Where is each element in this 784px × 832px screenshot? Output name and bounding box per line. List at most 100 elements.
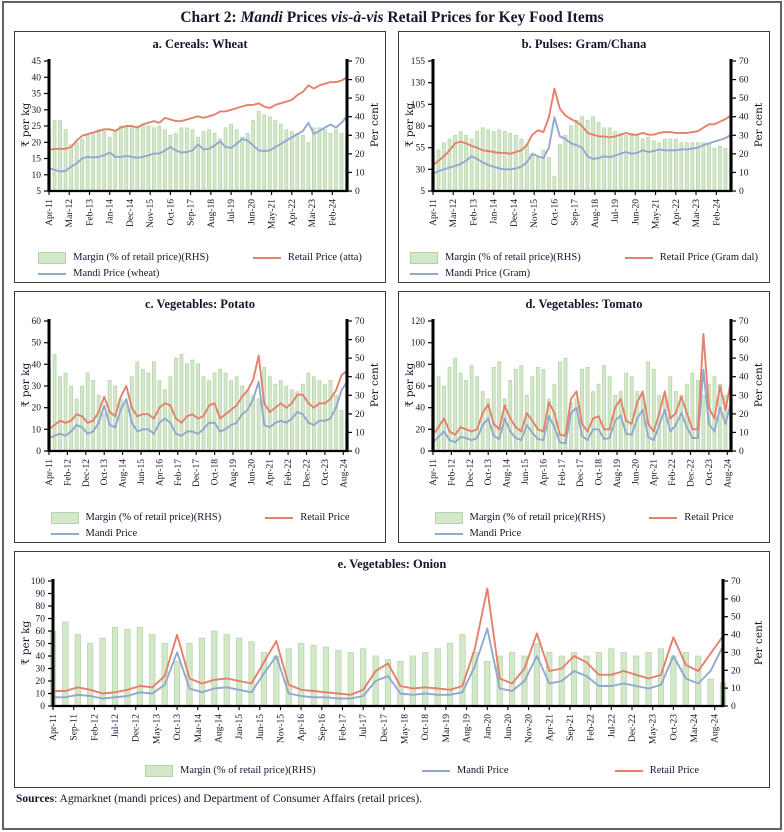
svg-text:Jun-20: Jun-20 <box>247 199 257 225</box>
svg-text:50: 50 <box>36 640 46 650</box>
svg-text:Dec-12: Dec-12 <box>132 714 142 742</box>
legend-label-mandi: Mandi Price <box>469 528 522 539</box>
svg-text:Jan-14: Jan-14 <box>106 199 116 225</box>
panel-onion: e. Vegetables: Onion ₹ per kg Per cent 0… <box>14 551 770 788</box>
retail-line-swatch <box>614 770 643 772</box>
svg-text:10: 10 <box>36 690 46 700</box>
svg-text:May-21: May-21 <box>268 199 278 229</box>
svg-text:Apr-16: Apr-16 <box>155 459 165 486</box>
svg-text:Jun-15: Jun-15 <box>256 714 266 740</box>
svg-text:Dec-14: Dec-14 <box>510 199 520 227</box>
svg-text:Jun-20: Jun-20 <box>631 459 641 485</box>
legend-label-retail: Retail Price (atta) <box>287 252 362 263</box>
legend-label-margin: Margin (% of retail price)(RHS) <box>445 252 581 263</box>
svg-text:80: 80 <box>416 122 426 132</box>
svg-text:30: 30 <box>739 391 749 401</box>
svg-text:Apr-21: Apr-21 <box>266 459 276 486</box>
svg-text:Jun-20: Jun-20 <box>631 199 641 225</box>
svg-text:Feb-22: Feb-22 <box>284 459 294 486</box>
panel-potato: c. Vegetables: Potato ₹ per kg Per cent … <box>14 291 386 543</box>
svg-text:35: 35 <box>32 90 42 100</box>
svg-text:Oct-16: Oct-16 <box>550 199 560 226</box>
svg-text:Mar-19: Mar-19 <box>442 714 452 743</box>
svg-text:30: 30 <box>36 665 46 675</box>
svg-text:50: 50 <box>355 94 365 104</box>
svg-text:40: 40 <box>32 73 42 83</box>
svg-text:130: 130 <box>411 79 426 89</box>
svg-text:Mar-12: Mar-12 <box>65 199 75 228</box>
svg-text:10: 10 <box>32 171 42 181</box>
svg-text:40: 40 <box>32 360 42 370</box>
svg-text:Aug-24: Aug-24 <box>711 714 721 743</box>
retail-line-swatch <box>252 257 281 259</box>
svg-text:Aug-18: Aug-18 <box>591 199 601 228</box>
svg-text:Jun-20: Jun-20 <box>504 714 514 740</box>
svg-text:Aug-19: Aug-19 <box>229 459 239 488</box>
svg-text:Aug-24: Aug-24 <box>339 459 349 488</box>
svg-text:Apr-11: Apr-11 <box>429 459 439 486</box>
y-axis-label-right: Per cent <box>753 363 765 408</box>
y-axis-label-left: ₹ per kg <box>20 362 32 408</box>
svg-text:Jan-20: Jan-20 <box>483 714 493 740</box>
svg-text:May-18: May-18 <box>401 714 411 744</box>
legend-label-margin: Margin (% of retail price)(RHS) <box>469 512 606 523</box>
svg-text:10: 10 <box>355 168 365 178</box>
y-axis-label-left: ₹ per kg <box>404 362 416 408</box>
svg-text:10: 10 <box>355 428 365 438</box>
svg-text:Nov-20: Nov-20 <box>525 714 535 743</box>
svg-text:20: 20 <box>32 138 42 148</box>
legend-tomato: Margin (% of retail price)(RHS) Mandi Pr… <box>399 510 769 542</box>
svg-text:Apr-11: Apr-11 <box>45 459 55 486</box>
svg-text:Apr-22: Apr-22 <box>672 199 682 226</box>
svg-text:May-21: May-21 <box>652 199 662 229</box>
svg-text:Apr-11: Apr-11 <box>429 199 439 226</box>
title-part: Retail Prices for Key Food Items <box>383 9 604 26</box>
svg-text:90: 90 <box>36 590 46 600</box>
legend-onion: Margin (% of retail price)(RHS) Mandi Pr… <box>15 763 769 779</box>
mandi-line-swatch <box>50 533 79 535</box>
svg-text:60: 60 <box>416 382 426 392</box>
svg-text:100: 100 <box>31 577 46 587</box>
svg-text:30: 30 <box>32 382 42 392</box>
svg-text:Apr-22: Apr-22 <box>288 199 298 226</box>
svg-text:Apr-21: Apr-21 <box>545 714 555 741</box>
panel-gram: b. Pulses: Gram/Chana ₹ per kg Per cent … <box>398 31 770 283</box>
legend-gram: Margin (% of retail price)(RHS) Mandi Pr… <box>399 250 769 282</box>
legend-label-margin: Margin (% of retail price)(RHS) <box>85 512 222 523</box>
gram-chart: 5 30 55 80 105 130 155 0 10 20 30 40 50 60 70 Apr-11 Mar… <box>411 57 749 229</box>
svg-text:40: 40 <box>355 113 365 123</box>
svg-text:0: 0 <box>420 447 425 457</box>
y-axis-label-right: Per cent <box>753 620 765 665</box>
y-axis-label-left: ₹ per kg <box>20 620 32 665</box>
svg-text:Jan-15: Jan-15 <box>235 714 245 740</box>
svg-text:0: 0 <box>40 702 45 712</box>
panel-title-onion: e. Vegetables: Onion <box>337 557 447 571</box>
svg-text:Dec-17: Dec-17 <box>380 714 390 742</box>
svg-text:Feb-12: Feb-12 <box>63 459 73 486</box>
svg-text:50: 50 <box>355 354 365 364</box>
svg-text:0: 0 <box>355 447 360 457</box>
margin-swatch <box>145 765 173 777</box>
svg-text:40: 40 <box>739 373 749 383</box>
svg-text:55: 55 <box>416 144 426 154</box>
svg-text:Feb-24: Feb-24 <box>328 199 338 226</box>
svg-text:25: 25 <box>32 122 42 132</box>
row-top: a. Cereals: Wheat ₹ per kg Per cent 5 10 1… <box>14 31 770 283</box>
panel-title-potato: c. Vegetables: Potato <box>144 297 256 311</box>
svg-text:5: 5 <box>420 187 425 197</box>
mandi-line-swatch <box>421 770 450 772</box>
svg-text:60: 60 <box>36 627 46 637</box>
svg-text:Oct-18: Oct-18 <box>595 459 605 486</box>
svg-text:Oct-18: Oct-18 <box>421 714 431 741</box>
svg-text:20: 20 <box>355 410 365 420</box>
svg-text:Oct-13: Oct-13 <box>173 714 183 741</box>
row-middle: c. Vegetables: Potato ₹ per kg Per cent … <box>14 291 770 543</box>
svg-text:Feb-17: Feb-17 <box>174 459 184 486</box>
svg-text:Nov-15: Nov-15 <box>530 199 540 228</box>
svg-text:50: 50 <box>731 613 741 623</box>
svg-text:Nov-15: Nov-15 <box>277 714 287 743</box>
svg-text:Jul-19: Jul-19 <box>227 199 237 223</box>
plot-gram: ₹ per kg Per cent 5 30 55 80 105 130 155 0 10 20 3… <box>399 53 769 248</box>
svg-text:30: 30 <box>416 165 426 175</box>
legend-label-margin: Margin (% of retail price)(RHS) <box>73 252 209 263</box>
